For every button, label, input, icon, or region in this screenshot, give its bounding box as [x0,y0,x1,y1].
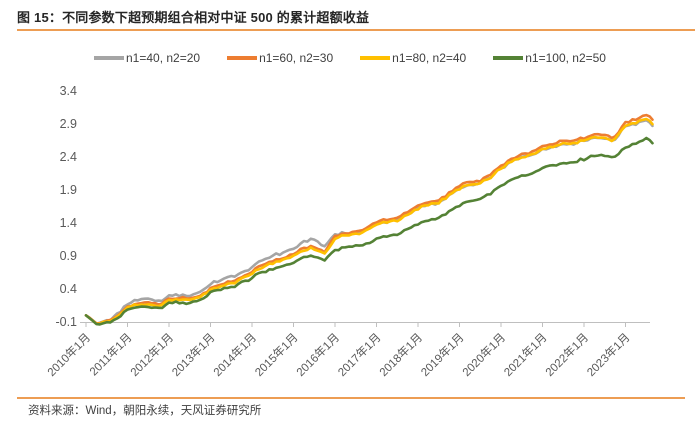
chart-legend: n1=40, n2=20 n1=60, n2=30 n1=80, n2=40 n1=1… [0,51,700,65]
legend-label: n1=40, n2=20 [126,51,201,65]
legend-item: n1=80, n2=40 [360,51,466,65]
legend-line-swatch [94,56,124,60]
y-axis-tick-label: 2.9 [60,117,77,131]
x-axis-tick-label: 2017年1月 [335,330,384,379]
x-axis-tick-label: 2013年1月 [169,330,218,379]
footer-rule [17,397,685,399]
series-line-green [84,136,654,326]
series-line-yellow [84,117,654,326]
x-axis-tick-label: 2014年1月 [210,330,259,379]
legend-line-swatch [493,56,524,60]
x-axis-tick-label: 2011年1月 [86,330,134,378]
title-underline-rule [17,29,695,31]
x-axis-tick-label: 2019年1月 [418,330,467,379]
source-note: 资料来源：Wind，朝阳永续，天风证券研究所 [28,405,262,417]
legend-item: n1=60, n2=30 [227,51,333,65]
x-axis-tick-label: 2021年1月 [501,330,550,379]
x-axis-tick-label: 2010年1月 [44,330,93,379]
x-axis-tick-label: 2016年1月 [293,330,342,379]
x-axis-tick-label: 2012年1月 [127,330,176,379]
y-axis-tick-label: 0.9 [60,249,77,263]
series-line-gray [84,118,654,325]
x-axis-tick-label: 2015年1月 [252,330,301,379]
y-axis-tick-label: 0.4 [60,282,77,296]
y-axis-tick-label: -0.1 [55,315,77,329]
legend-label: n1=60, n2=30 [259,51,334,65]
legend-label: n1=80, n2=40 [392,51,467,65]
legend-line-swatch [227,56,258,60]
legend-item: n1=100, n2=50 [493,51,606,65]
x-axis-tick-label: 2018年1月 [376,330,425,379]
legend-item: n1=40, n2=20 [94,51,200,65]
legend-label: n1=100, n2=50 [525,51,606,65]
y-axis-tick-label: 1.9 [60,183,77,197]
y-axis-tick-label: 3.4 [60,84,77,98]
x-axis-tick-label: 2022年1月 [542,330,591,379]
series-line-orange [84,113,654,325]
y-axis-tick-label: 2.4 [60,150,77,164]
y-axis-tick-label: 1.4 [60,216,77,230]
legend-line-swatch [360,56,391,60]
x-axis-tick-label: 2023年1月 [584,330,633,379]
chart-title: 图 15：不同参数下超预期组合相对中证 500 的累计超额收益 [17,10,370,25]
x-axis-tick-label: 2020年1月 [459,330,508,379]
